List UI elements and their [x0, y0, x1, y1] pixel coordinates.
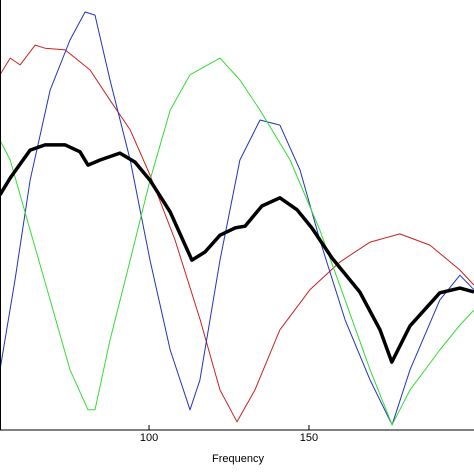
series-line — [0, 11, 474, 426]
series-line — [0, 57, 474, 426]
x-axis-label: Frequency — [212, 453, 264, 465]
series-line — [0, 143, 474, 364]
x-tick-label: 150 — [300, 432, 318, 444]
series-line — [0, 44, 474, 423]
plot-area — [0, 11, 474, 426]
x-tick-label: 100 — [140, 432, 158, 444]
